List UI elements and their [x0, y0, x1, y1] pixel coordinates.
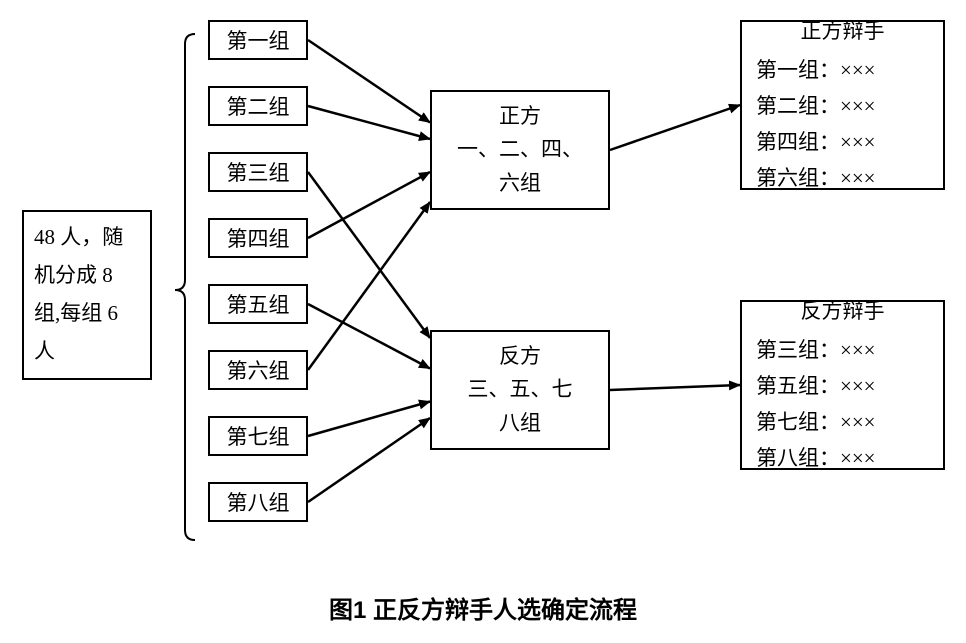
arrow-group-3 — [308, 172, 430, 338]
result-box-pos: 正方辩手第一组：×××第二组：×××第四组：×××第六组：××× — [740, 20, 945, 190]
result-box-neg: 反方辩手第三组：×××第五组：×××第七组：×××第八组：××× — [740, 300, 945, 470]
result-row: 第一组：××× — [756, 53, 876, 89]
side-line: 正方 — [499, 100, 541, 134]
arrow-group-7 — [308, 402, 430, 437]
arrow-group-6 — [308, 202, 430, 370]
bracket-top — [175, 34, 195, 290]
source-box: 48 人，随机分成 8组,每组 6人 — [22, 210, 152, 380]
arrow-side-to-result-pos — [610, 105, 740, 150]
result-title: 正方辩手 — [801, 14, 885, 50]
result-row: 第四组：××× — [756, 125, 876, 161]
arrow-group-4 — [308, 172, 430, 238]
group-label: 第六组 — [227, 355, 290, 385]
group-box-5: 第五组 — [208, 284, 308, 324]
side-line: 反方 — [499, 340, 541, 374]
side-line: 一、二、四、 — [457, 133, 583, 167]
group-box-8: 第八组 — [208, 482, 308, 522]
group-label: 第三组 — [227, 157, 290, 187]
arrow-side-to-result-neg — [610, 385, 740, 390]
group-box-7: 第七组 — [208, 416, 308, 456]
group-label: 第八组 — [227, 487, 290, 517]
group-label: 第七组 — [227, 421, 290, 451]
group-label: 第四组 — [227, 223, 290, 253]
side-box-neg: 反方三、五、七八组 — [430, 330, 610, 450]
group-box-1: 第一组 — [208, 20, 308, 60]
source-line: 组,每组 6 — [34, 295, 118, 333]
figure-caption: 图1 正反方辩手人选确定流程 — [0, 590, 966, 625]
group-box-6: 第六组 — [208, 350, 308, 390]
result-row: 第五组：××× — [756, 369, 876, 405]
result-row: 第七组：××× — [756, 405, 876, 441]
side-line: 三、五、七 — [468, 373, 573, 407]
group-label: 第五组 — [227, 289, 290, 319]
group-label: 第一组 — [227, 25, 290, 55]
source-line: 机分成 8 — [34, 257, 113, 295]
arrow-group-8 — [308, 418, 430, 502]
source-line: 人 — [34, 333, 55, 371]
group-box-3: 第三组 — [208, 152, 308, 192]
result-row: 第六组：××× — [756, 161, 876, 197]
result-row: 第二组：××× — [756, 89, 876, 125]
bracket-bottom — [175, 290, 195, 540]
arrow-group-1 — [308, 40, 430, 123]
group-label: 第二组 — [227, 91, 290, 121]
result-row: 第八组：××× — [756, 441, 876, 477]
result-row: 第三组：××× — [756, 333, 876, 369]
side-box-pos: 正方一、二、四、六组 — [430, 90, 610, 210]
source-line: 48 人，随 — [34, 219, 123, 257]
result-title: 反方辩手 — [801, 294, 885, 330]
side-line: 六组 — [499, 167, 541, 201]
arrow-group-5 — [308, 304, 430, 369]
side-line: 八组 — [499, 407, 541, 441]
arrow-group-2 — [308, 106, 430, 139]
group-box-2: 第二组 — [208, 86, 308, 126]
group-box-4: 第四组 — [208, 218, 308, 258]
